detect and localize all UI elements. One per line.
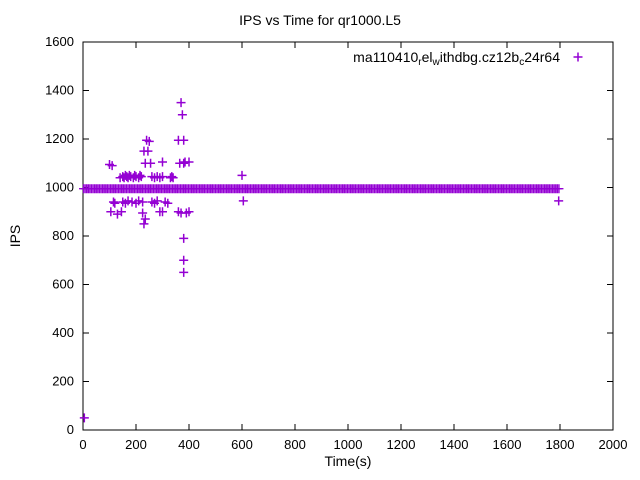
y-tick-label: 200 — [52, 374, 74, 389]
plus-marker — [554, 184, 564, 194]
plus-marker — [134, 196, 144, 206]
plus-marker — [138, 208, 148, 218]
plus-marker — [138, 197, 148, 207]
plus-marker — [237, 170, 247, 180]
x-axis-label: Time(s) — [325, 453, 372, 469]
plus-marker — [554, 196, 564, 206]
plot-border — [82, 41, 614, 431]
plus-marker — [176, 98, 186, 108]
legend-label: ma110410relwithdbg.cz12bc24r64 — [353, 49, 560, 68]
plus-marker — [184, 207, 194, 217]
plus-marker — [179, 135, 189, 145]
plus-marker — [179, 255, 189, 265]
plus-marker — [179, 158, 189, 168]
chart-title: IPS vs Time for qr1000.L5 — [239, 12, 401, 28]
y-tick-label: 1000 — [45, 180, 74, 195]
plus-marker — [163, 198, 173, 208]
y-tick-label: 1200 — [45, 131, 74, 146]
plus-marker — [127, 197, 137, 207]
x-tick-label: 1800 — [546, 437, 575, 452]
x-tick-label: 2000 — [599, 437, 628, 452]
plus-marker — [144, 136, 154, 146]
plus-marker — [106, 207, 116, 217]
x-tick-label: 800 — [284, 437, 306, 452]
plus-marker — [168, 173, 178, 183]
plus-marker — [184, 157, 194, 167]
plus-marker — [107, 161, 117, 171]
x-tick-label: 400 — [178, 437, 200, 452]
y-tick-label: 600 — [52, 277, 74, 292]
y-tick-label: 800 — [52, 228, 74, 243]
plus-marker — [136, 172, 146, 182]
y-axis: 0 200 400 600 800 1000 1200 1400 1600 — [45, 34, 613, 437]
plus-marker — [179, 267, 189, 277]
y-tick-label: 0 — [67, 422, 74, 437]
data-band — [79, 184, 564, 194]
x-tick-label: 600 — [231, 437, 253, 452]
y-axis-label: IPS — [7, 225, 23, 248]
plus-marker — [110, 198, 120, 208]
x-tick-label: 0 — [79, 437, 86, 452]
x-tick-label: 1000 — [334, 437, 363, 452]
plus-marker — [238, 196, 248, 206]
plus-marker — [140, 214, 150, 224]
plus-marker — [146, 158, 156, 168]
plus-marker — [179, 233, 189, 243]
y-tick-label: 1600 — [45, 34, 74, 49]
legend-marker-icon — [573, 52, 583, 62]
x-axis: 0 200 400 600 800 1000 1200 1400 1600 1800 2000 — [79, 42, 627, 452]
plus-marker — [79, 413, 89, 423]
y-tick-label: 1400 — [45, 83, 74, 98]
legend: ma110410relwithdbg.cz12bc24r64 — [353, 49, 583, 68]
plus-marker — [158, 172, 167, 182]
x-tick-label: 1600 — [493, 437, 522, 452]
plus-marker — [167, 172, 177, 182]
data-points — [79, 98, 564, 423]
plus-marker — [108, 197, 118, 207]
x-tick-label: 200 — [125, 437, 147, 452]
plus-marker — [158, 157, 167, 167]
plus-marker — [116, 207, 126, 217]
y-tick-label: 400 — [52, 325, 74, 340]
x-tick-label: 1200 — [387, 437, 416, 452]
plus-marker — [135, 170, 145, 180]
plus-marker — [155, 207, 165, 217]
plus-marker — [143, 146, 153, 156]
plus-marker — [152, 196, 162, 206]
x-tick-label: 1400 — [440, 437, 469, 452]
plus-marker — [123, 196, 133, 206]
plus-marker — [139, 219, 149, 229]
plus-marker — [177, 110, 187, 120]
